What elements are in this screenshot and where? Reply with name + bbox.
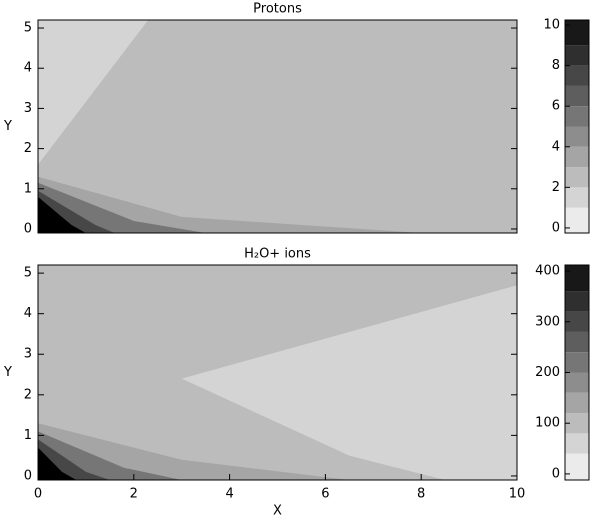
x-tick-label: 10 (509, 487, 526, 502)
colorbar-band (565, 352, 589, 373)
y-tick-label: 1 (24, 181, 32, 196)
colorbar-band (565, 85, 589, 107)
colorbar-tick-label: 10 (543, 18, 560, 33)
y-axis-label: Y (3, 119, 12, 134)
y-tick-label: 4 (24, 306, 32, 321)
colorbar-tick-label: 2 (552, 180, 560, 195)
plot-frame (37, 264, 518, 481)
colorbar-tick-label: 200 (535, 365, 560, 380)
colorbar-tick-label: 0 (552, 220, 560, 235)
y-tick-label: 5 (24, 266, 32, 281)
colorbar-band (565, 167, 589, 188)
x-tick-label: 8 (417, 487, 425, 502)
colorbar-band (565, 413, 589, 434)
contour-region (38, 447, 77, 480)
colorbar-band (565, 392, 589, 414)
y-tick-label: 0 (24, 468, 32, 483)
colorbar-band (565, 45, 589, 66)
x-axis-label: X (273, 504, 282, 519)
colorbar-tick-label: 4 (552, 139, 560, 154)
colorbar-band (565, 433, 589, 454)
colorbar-band (565, 207, 589, 233)
x-tick-label: 6 (321, 487, 329, 502)
colorbar-band (565, 331, 589, 353)
colorbar-band (565, 187, 589, 208)
y-tick-label: 2 (24, 387, 32, 402)
y-tick-label: 3 (24, 101, 32, 116)
y-axis-label: Y (3, 365, 12, 380)
contour-region (38, 196, 86, 233)
colorbar-frame (564, 19, 590, 234)
y-tick-label: 5 (24, 21, 32, 36)
colorbar-band (565, 311, 589, 332)
x-tick-label: 4 (225, 487, 233, 502)
chart-title: Protons (253, 2, 302, 17)
y-tick-label: 4 (24, 61, 32, 76)
x-tick-label: 0 (34, 487, 42, 502)
contour-region (38, 176, 422, 233)
colorbar-band (565, 453, 589, 480)
colorbar-tick-label: 6 (552, 99, 560, 114)
colorbar-band (565, 65, 589, 86)
colorbar-band (565, 20, 589, 46)
y-tick-label: 2 (24, 141, 32, 156)
plot-frame (37, 19, 518, 234)
colorbar-band (565, 146, 589, 168)
colorbar-tick-label: 8 (552, 58, 560, 73)
x-tick-label: 2 (130, 487, 138, 502)
colorbar-band (565, 291, 589, 312)
colorbar-tick-label: 0 (552, 466, 560, 481)
y-tick-label: 1 (24, 428, 32, 443)
colorbar-band (565, 372, 589, 393)
colorbar-band (565, 106, 589, 127)
colorbar-band (565, 126, 589, 147)
colorbar-tick-label: 100 (535, 416, 560, 431)
colorbar-tick-label: 400 (535, 264, 560, 279)
y-tick-label: 3 (24, 347, 32, 362)
colorbar-tick-label: 300 (535, 314, 560, 329)
chart-title: H₂O+ ions (244, 247, 311, 262)
contour-region (181, 285, 517, 480)
colorbar-band (565, 265, 589, 292)
y-tick-label: 0 (24, 221, 32, 236)
contour-region (38, 20, 149, 165)
